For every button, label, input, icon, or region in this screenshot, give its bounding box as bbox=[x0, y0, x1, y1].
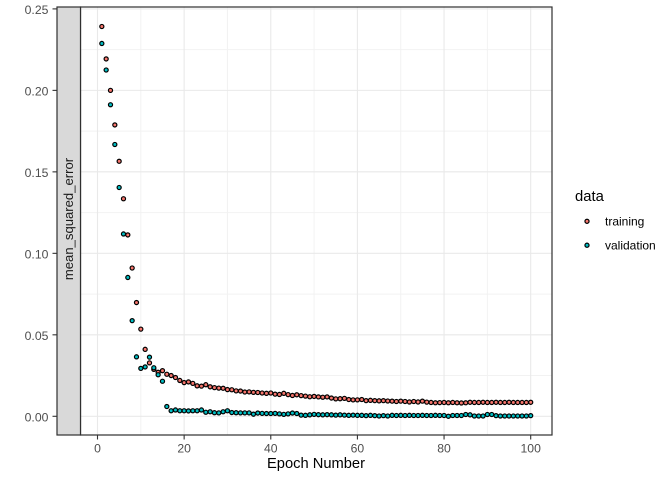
svg-text:validation: validation bbox=[605, 239, 656, 253]
svg-text:0.25: 0.25 bbox=[25, 3, 49, 17]
svg-text:mean_squared_error: mean_squared_error bbox=[61, 157, 76, 280]
svg-text:20: 20 bbox=[177, 442, 191, 456]
svg-text:60: 60 bbox=[351, 442, 365, 456]
svg-text:0.20: 0.20 bbox=[25, 85, 49, 99]
svg-text:40: 40 bbox=[264, 442, 278, 456]
svg-text:0.00: 0.00 bbox=[25, 411, 49, 425]
svg-text:training: training bbox=[605, 215, 644, 229]
svg-text:80: 80 bbox=[437, 442, 451, 456]
svg-text:100: 100 bbox=[521, 442, 542, 456]
svg-text:0.10: 0.10 bbox=[25, 248, 49, 262]
svg-text:data: data bbox=[575, 189, 605, 205]
svg-text:0.15: 0.15 bbox=[25, 166, 49, 180]
svg-text:Epoch Number: Epoch Number bbox=[267, 456, 365, 472]
svg-text:0.05: 0.05 bbox=[25, 329, 49, 343]
svg-text:0: 0 bbox=[94, 442, 101, 456]
